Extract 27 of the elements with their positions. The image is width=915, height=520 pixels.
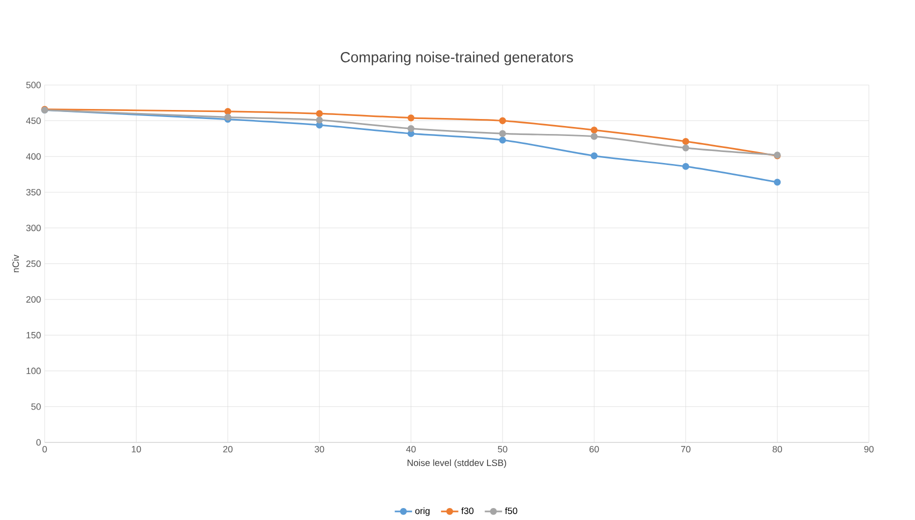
x-tick-label: 60	[590, 446, 599, 453]
legend-label: orig	[415, 508, 430, 516]
y-tick-label: 200	[26, 296, 41, 303]
y-tick-label: 0	[36, 439, 41, 446]
x-tick-label: 80	[772, 446, 782, 453]
legend-label: f50	[505, 508, 518, 514]
y-tick-label: 250	[26, 260, 41, 268]
x-tick-label: 70	[681, 446, 690, 453]
x-tick-label: 30	[314, 446, 324, 453]
x-tick-label: 40	[406, 446, 416, 453]
x-tick-label: 90	[864, 446, 874, 453]
y-axis-title: nCiv	[12, 254, 19, 272]
y-tick-label: 50	[31, 404, 41, 410]
x-tick-label: 20	[223, 446, 233, 453]
y-tick-label: 300	[26, 224, 41, 232]
x-tick-label: 0	[42, 446, 47, 453]
y-tick-label: 150	[26, 332, 41, 339]
x-axis-title: Noise level (stddev LSB)	[408, 460, 506, 468]
y-tick-label: 350	[26, 189, 41, 196]
y-tick-label: 500	[26, 82, 41, 88]
x-tick-label: 50	[498, 446, 508, 453]
y-tick-label: 400	[26, 153, 41, 160]
y-tick-label: 100	[26, 368, 41, 374]
chart-title: Comparing noise-trained generators	[340, 52, 573, 66]
y-tick-label: 450	[26, 118, 41, 124]
x-tick-label: 10	[132, 446, 141, 453]
legend-label: f30	[461, 508, 474, 514]
